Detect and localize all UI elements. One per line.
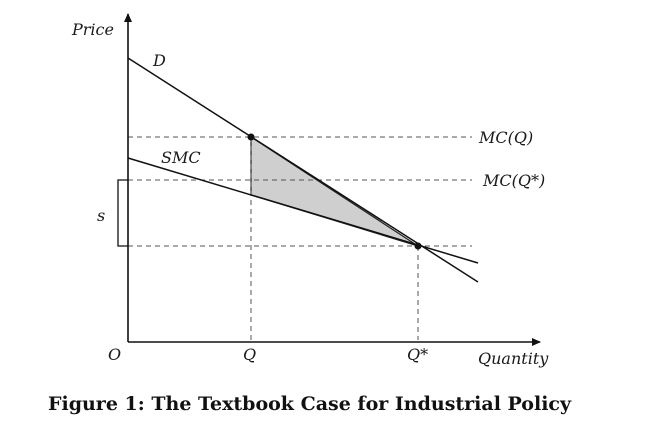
subsidy-bracket: [117, 179, 128, 247]
demand-curve: [127, 57, 479, 283]
smc-label: SMC: [161, 148, 201, 167]
y-axis-title: Price: [71, 20, 114, 39]
q-star-point: [414, 242, 422, 250]
mc-q-star-label: MC(Q*): [482, 171, 545, 190]
mc-q-label: MC(Q): [478, 128, 533, 147]
figure-caption: Figure 1: The Textbook Case for Industri…: [48, 393, 572, 415]
x-axis-title: Quantity: [478, 349, 549, 368]
q-tick-label: Q: [243, 345, 256, 364]
origin-label: O: [108, 345, 121, 364]
mc-q-point: [247, 133, 255, 141]
subsidy-label: s: [97, 206, 105, 225]
demand-label: D: [152, 51, 166, 70]
q-star-tick-label: Q*: [407, 345, 428, 364]
